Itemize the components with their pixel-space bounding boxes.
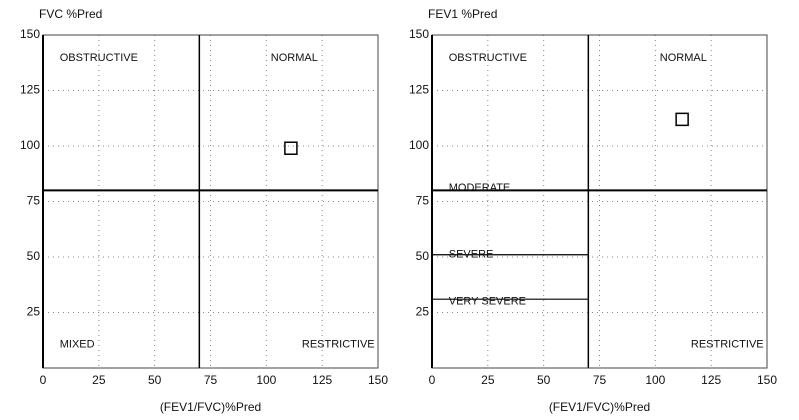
x-tick-label: 25: [481, 373, 495, 387]
y-axis-title: FEV1 %Pred: [428, 7, 497, 21]
y-tick-label: 100: [409, 138, 429, 152]
y-tick-label: 25: [27, 305, 41, 319]
x-tick-label: 50: [537, 373, 551, 387]
data-point: [284, 141, 298, 155]
x-tick-label: 125: [312, 373, 332, 387]
y-axis-title: FVC %Pred: [39, 7, 102, 21]
y-tick-label: 75: [27, 194, 41, 208]
x-axis-title: (FEV1/FVC)%Pred: [160, 400, 261, 414]
region-label: MIXED: [60, 339, 95, 351]
x-tick-label: 75: [204, 373, 218, 387]
y-tick-label: 150: [20, 27, 40, 41]
region-label: OBSTRUCTIVE: [449, 52, 527, 64]
region-label: MODERATE: [449, 182, 511, 194]
region-label: NORMAL: [271, 52, 318, 64]
y-tick-label: 125: [20, 83, 40, 97]
x-tick-label: 75: [593, 373, 607, 387]
x-tick-label: 100: [645, 373, 665, 387]
region-label: VERY SEVERE: [449, 295, 526, 307]
x-tick-label: 0: [429, 373, 436, 387]
y-tick-label: 150: [409, 27, 429, 41]
y-tick-label: 50: [27, 249, 41, 263]
x-tick-label: 50: [148, 373, 162, 387]
y-tick-label: 50: [416, 249, 430, 263]
region-label: OBSTRUCTIVE: [60, 52, 138, 64]
y-tick-label: 75: [416, 194, 430, 208]
y-tick-label: 125: [409, 83, 429, 97]
x-tick-label: 125: [701, 373, 721, 387]
y-tick-label: 25: [416, 305, 430, 319]
x-tick-label: 25: [92, 373, 106, 387]
x-tick-label: 150: [757, 373, 777, 387]
x-axis-title: (FEV1/FVC)%Pred: [549, 400, 650, 414]
region-label: SEVERE: [449, 249, 494, 261]
x-tick-label: 0: [40, 373, 47, 387]
y-tick-label: 100: [20, 138, 40, 152]
data-point: [675, 112, 689, 127]
x-tick-label: 150: [368, 373, 388, 387]
x-tick-label: 100: [256, 373, 276, 387]
region-label: RESTRICTIVE: [691, 339, 764, 351]
region-label: RESTRICTIVE: [302, 339, 375, 351]
region-label: NORMAL: [660, 52, 707, 64]
